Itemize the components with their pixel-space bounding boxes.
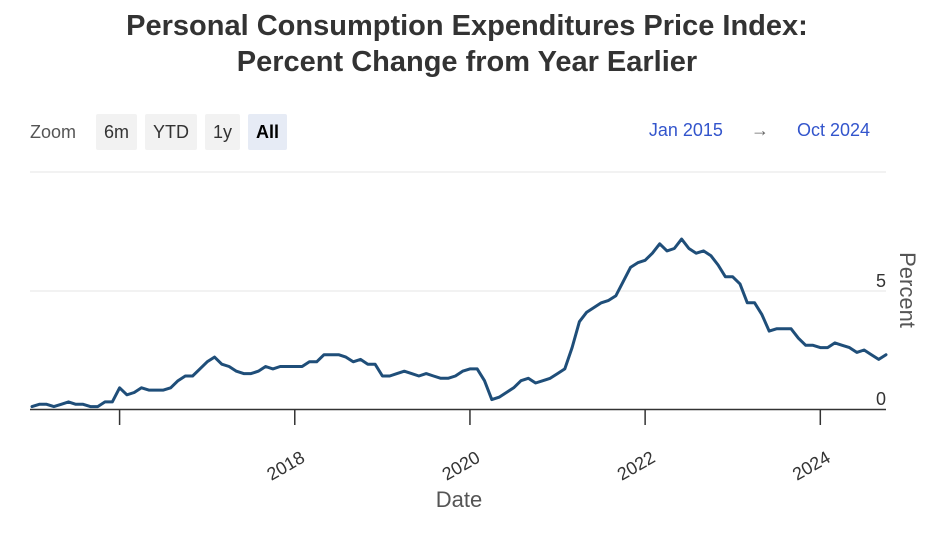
x-tick-label: 2018 — [263, 447, 308, 484]
chart-title-line1: Personal Consumption Expenditures Price … — [126, 10, 808, 42]
zoom-ytd-button[interactable]: YTD — [145, 114, 198, 150]
y-axis-label: Percent — [895, 252, 920, 328]
y-axis: 05 — [876, 271, 886, 409]
series-line — [30, 237, 888, 409]
zoom-label: Zoom — [30, 121, 77, 142]
zoom-all-button[interactable]: All — [248, 114, 288, 150]
x-axis-label: Date — [436, 487, 482, 512]
date-range: Jan 2015 → Oct 2024 — [649, 120, 870, 141]
chart-title-line2: Percent Change from Year Earlier — [236, 46, 698, 78]
x-tick-label: 2024 — [789, 447, 834, 484]
chart-title: Personal Consumption Expenditures Price … — [0, 8, 934, 80]
zoom-bar: Zoom 6m YTD 1y All — [30, 114, 295, 150]
y-tick-label: 5 — [876, 271, 886, 291]
range-to[interactable]: Oct 2024 — [796, 120, 870, 140]
zoom-1y-button[interactable]: 1y — [205, 114, 241, 150]
range-arrow-icon: → — [750, 120, 769, 140]
x-tick-label: 2022 — [614, 447, 659, 484]
y-tick-label: 0 — [876, 389, 886, 409]
x-axis: 2018 2020 2022 2024 — [30, 408, 886, 484]
range-from[interactable]: Jan 2015 — [648, 120, 723, 140]
zoom-6m-button[interactable]: 6m — [96, 114, 138, 150]
x-tick-label: 2020 — [439, 447, 484, 484]
